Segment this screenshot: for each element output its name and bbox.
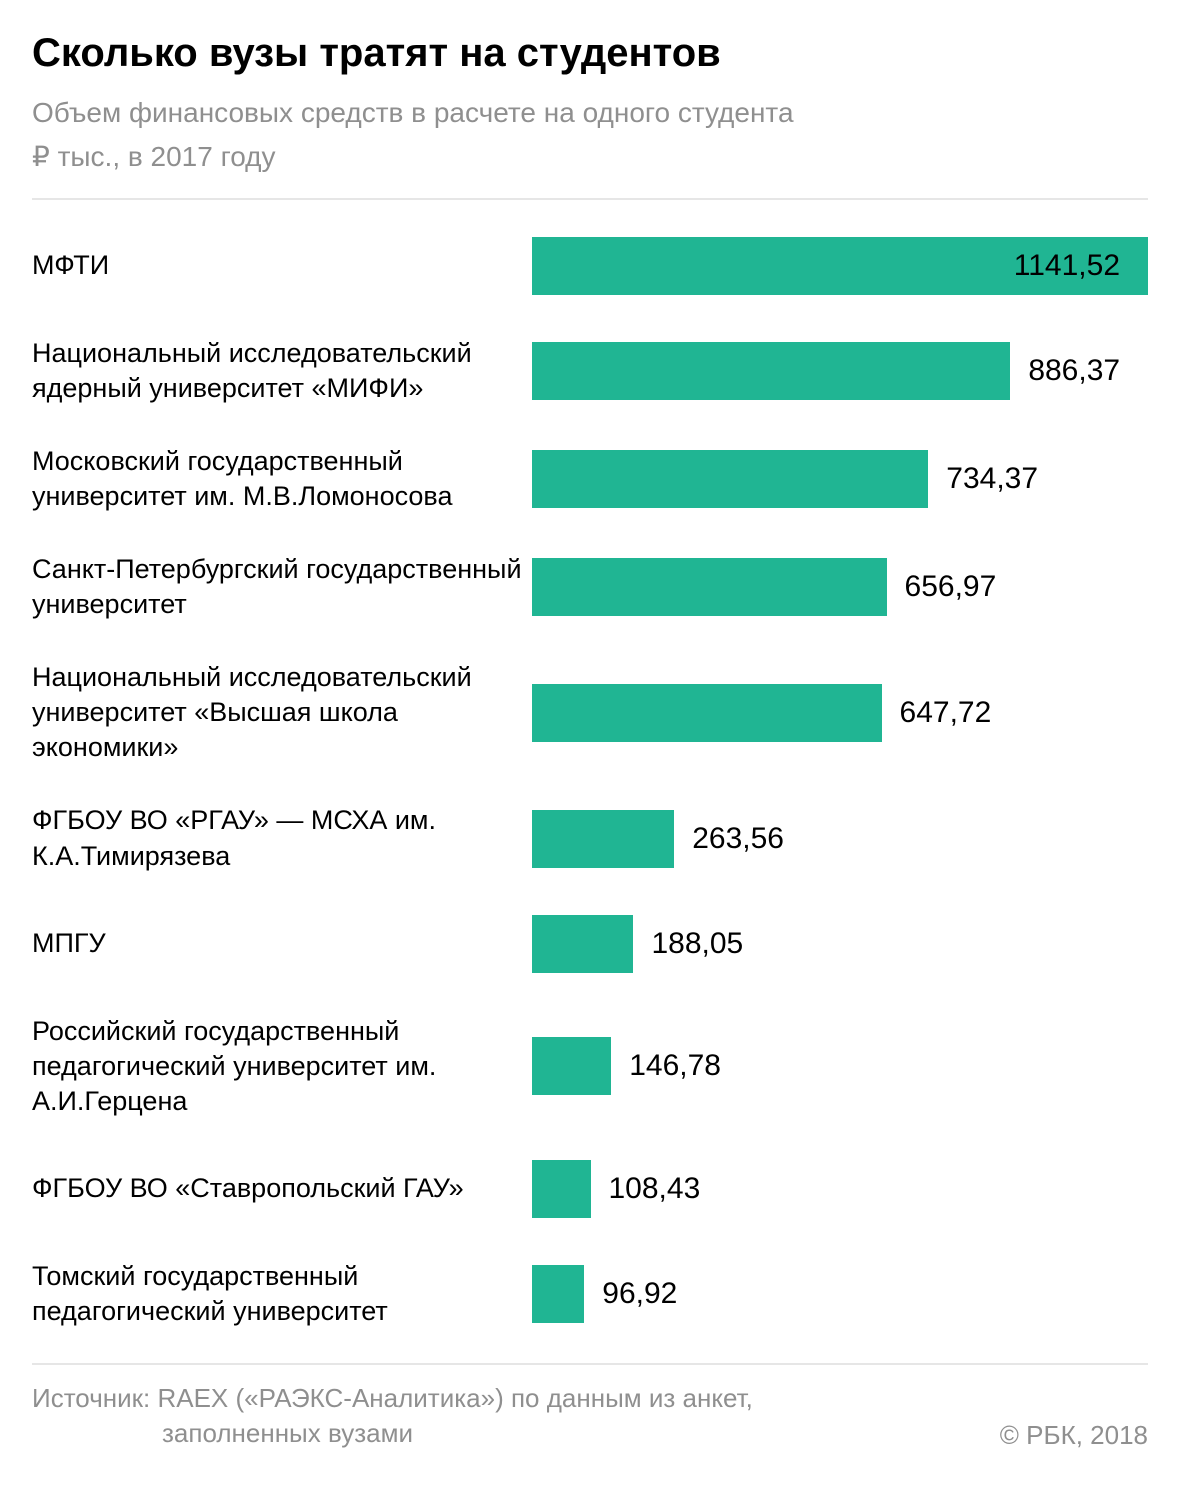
bar-area: 108,43 xyxy=(532,1160,1148,1218)
bar-label: МПГУ xyxy=(32,926,532,961)
bar-area: 1141,52 xyxy=(532,237,1148,295)
bar xyxy=(532,1037,611,1095)
copyright-text: © РБК, 2018 xyxy=(1000,1420,1148,1451)
chart-row: Санкт-Петербургский государственный унив… xyxy=(32,552,1148,622)
bar xyxy=(532,915,633,973)
bar-area: 656,97 xyxy=(532,558,1148,616)
bar-label: ФГБОУ ВО «РГАУ» — МСХА им. К.А.Тимирязев… xyxy=(32,803,532,873)
source-text: Источник: RAEX («РАЭКС-Аналитика») по да… xyxy=(32,1381,753,1451)
source-line2: заполненных вузами xyxy=(32,1416,413,1451)
bar xyxy=(532,684,882,742)
bar-area: 886,37 xyxy=(532,342,1148,400)
bar-value: 734,37 xyxy=(946,462,1038,496)
bar-area: 263,56 xyxy=(532,810,1148,868)
bar xyxy=(532,1160,591,1218)
bar-label: Московский государственный университет и… xyxy=(32,444,532,514)
bar xyxy=(532,810,674,868)
bar-value: 656,97 xyxy=(905,570,997,604)
bar-value: 108,43 xyxy=(609,1172,701,1206)
chart-subtitle-line2: ₽ тыс., в 2017 году xyxy=(32,138,1148,176)
bar xyxy=(532,342,1010,400)
bar-area: 146,78 xyxy=(532,1037,1148,1095)
chart-row: ФГБОУ ВО «РГАУ» — МСХА им. К.А.Тимирязев… xyxy=(32,803,1148,873)
bar-label: Национальный исследовательский университ… xyxy=(32,660,532,765)
bar xyxy=(532,558,887,616)
bar xyxy=(532,450,928,508)
bar-label: Российский государственный педагогически… xyxy=(32,1014,532,1119)
chart-row: МФТИ 1141,52 xyxy=(32,234,1148,298)
bar-area: 647,72 xyxy=(532,684,1148,742)
bar-label: Национальный исследовательский ядерный у… xyxy=(32,336,532,406)
bar-value: 647,72 xyxy=(900,696,992,730)
bar-area: 96,92 xyxy=(532,1265,1148,1323)
bar-label: МФТИ xyxy=(32,248,532,283)
chart-footer: Источник: RAEX («РАЭКС-Аналитика») по да… xyxy=(32,1363,1148,1451)
bar-value: 263,56 xyxy=(692,822,784,856)
chart-row: Томский государственный педагогический у… xyxy=(32,1259,1148,1329)
chart-row: Национальный исследовательский ядерный у… xyxy=(32,336,1148,406)
chart-title: Сколько вузы тратят на студентов xyxy=(32,30,1148,76)
chart-row: Национальный исследовательский университ… xyxy=(32,660,1148,765)
bar-value: 886,37 xyxy=(1028,354,1120,388)
bar-value: 1141,52 xyxy=(1014,249,1120,283)
chart-row: ФГБОУ ВО «Ставропольский ГАУ» 108,43 xyxy=(32,1157,1148,1221)
bar-value: 146,78 xyxy=(629,1049,721,1083)
bar xyxy=(532,1265,584,1323)
top-divider xyxy=(32,198,1148,200)
bar-value: 96,92 xyxy=(602,1277,677,1311)
source-prefix: Источник: xyxy=(32,1383,157,1413)
chart-row: МПГУ 188,05 xyxy=(32,912,1148,976)
chart-row: Московский государственный университет и… xyxy=(32,444,1148,514)
chart-row: Российский государственный педагогически… xyxy=(32,1014,1148,1119)
source-line1: RAEX («РАЭКС-Аналитика») по данным из ан… xyxy=(157,1383,752,1413)
bar-value: 188,05 xyxy=(651,927,743,961)
bar-label: ФГБОУ ВО «Ставропольский ГАУ» xyxy=(32,1171,532,1206)
bar-label: Томский государственный педагогический у… xyxy=(32,1259,532,1329)
bar-area: 188,05 xyxy=(532,915,1148,973)
bar-chart: МФТИ 1141,52 Национальный исследовательски… xyxy=(32,234,1148,1330)
chart-subtitle-line1: Объем финансовых средств в расчете на од… xyxy=(32,94,1148,132)
bar-area: 734,37 xyxy=(532,450,1148,508)
bar-label: Санкт-Петербургский государственный унив… xyxy=(32,552,532,622)
